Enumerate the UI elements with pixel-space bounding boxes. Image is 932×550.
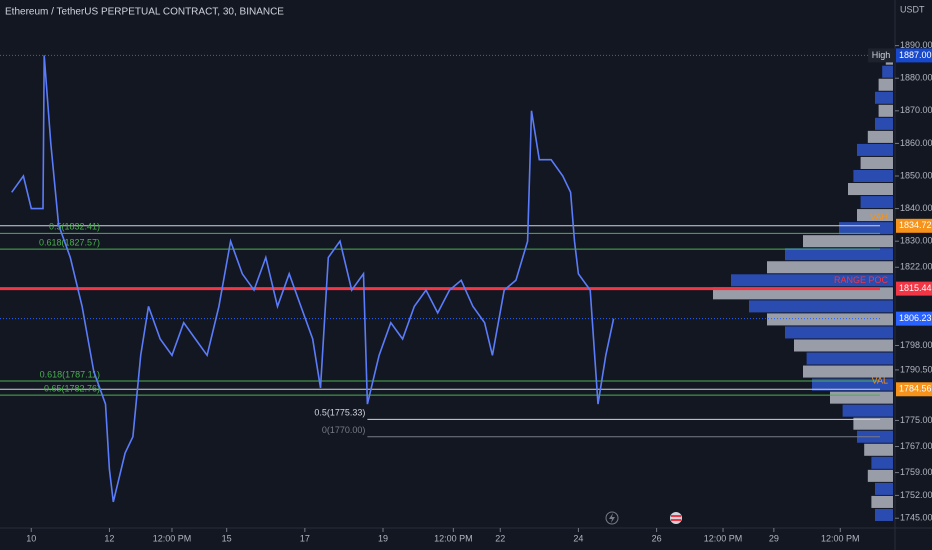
currency: USDT	[900, 4, 925, 14]
x-tick-label: 22	[495, 533, 505, 543]
price-tag-label: 1815.44	[899, 283, 932, 293]
y-tick-label: 1880.00	[900, 73, 932, 83]
profile-bar	[871, 456, 893, 469]
y-tick-label: 1745.00	[900, 513, 932, 523]
y-tick-label: 1767.00	[900, 441, 932, 451]
profile-bar	[871, 495, 893, 508]
profile-bar	[853, 169, 893, 183]
fib-label: 0.65(1782.76)	[44, 384, 100, 394]
tag-name: VAL	[872, 376, 888, 386]
profile-bar	[875, 117, 893, 130]
profile-bar	[767, 313, 893, 326]
profile-bar	[875, 508, 893, 521]
fib-label: 0.5(1832.41)	[49, 222, 100, 232]
price-tag-label: 1887.00	[899, 50, 932, 60]
x-tick-label: 10	[26, 533, 36, 543]
tag-name: High	[872, 50, 891, 60]
tag-name: VAH	[870, 212, 888, 222]
fib-label: 0.5(1775.33)	[314, 408, 365, 418]
profile-bar	[853, 417, 893, 430]
profile-bar	[713, 287, 893, 300]
y-tick-label: 1840.00	[900, 203, 932, 213]
profile-bar	[875, 91, 893, 104]
y-tick-label: 1759.00	[900, 467, 932, 477]
y-tick-label: 1790.50	[900, 364, 932, 374]
symbol-title: Ethereum / TetherUS PERPETUAL CONTRACT, …	[5, 7, 284, 18]
profile-bar	[785, 248, 893, 261]
x-tick-label: 29	[769, 533, 779, 543]
y-tick-label: 1798.00	[900, 340, 932, 350]
profile-bar	[812, 378, 893, 391]
x-tick-label: 12:00 PM	[704, 533, 743, 543]
profile-bar	[806, 352, 893, 365]
y-tick-label: 1860.00	[900, 138, 932, 148]
profile-bar	[830, 391, 893, 404]
profile-bar	[867, 469, 893, 482]
tag-name: RANGE POC	[834, 275, 889, 285]
price-tag	[896, 218, 932, 233]
profile-bar	[842, 404, 893, 417]
event-icon[interactable]	[605, 511, 619, 525]
profile-bar	[882, 65, 893, 78]
profile-bar	[749, 300, 893, 313]
y-tick-label: 1870.00	[900, 105, 932, 115]
price-line	[11, 55, 615, 503]
fib-label: 0.618(1827.57)	[39, 237, 100, 247]
y-tick-label: 1830.00	[900, 236, 932, 246]
profile-bar	[867, 130, 893, 143]
y-tick-label: 1752.00	[900, 490, 932, 500]
profile-bar	[878, 104, 893, 117]
profile-bar	[860, 196, 893, 209]
y-tick-label: 1775.00	[900, 415, 932, 425]
profile-bar	[860, 156, 893, 169]
price-tag	[896, 48, 932, 63]
price-tag-label: 1834.72	[899, 220, 932, 230]
profile-bar	[785, 326, 893, 339]
x-tick-label: 12	[104, 533, 114, 543]
fib-label: 0.618(1787.11)	[40, 369, 100, 379]
x-tick-label: 12:00 PM	[434, 533, 473, 543]
y-tick-label: 1850.00	[900, 170, 932, 180]
y-tick-label: 1822.00	[900, 262, 932, 272]
profile-bar	[803, 365, 893, 378]
x-tick-label: 24	[573, 533, 583, 543]
profile-bar	[839, 222, 893, 235]
price-tag-label: 1806.23	[899, 313, 932, 323]
tag-name-box	[868, 48, 894, 63]
x-tick-label: 17	[300, 533, 310, 543]
profile-bar	[857, 143, 893, 156]
profile-bar	[875, 482, 893, 495]
x-tick-label: 15	[222, 533, 232, 543]
axes: 1890.00 1880.00 1870.00 1860.00 1850.00 1840.…	[26, 40, 932, 543]
profile-bar	[864, 443, 893, 456]
x-tick-label: 12:00 PM	[821, 533, 860, 543]
price-tag-label: 1784.56	[899, 384, 932, 394]
price-axis	[895, 0, 932, 550]
y-tick-label: 1890.00	[900, 40, 932, 50]
profile-bar	[848, 183, 893, 196]
x-tick-label: 19	[378, 533, 388, 543]
price-tag	[896, 281, 932, 296]
profile-bar	[878, 78, 893, 91]
profile-bar	[794, 339, 893, 352]
profile-bar	[803, 235, 893, 248]
profile-bar	[731, 274, 893, 287]
flag-icon[interactable]	[670, 512, 682, 524]
profile-bar	[857, 209, 893, 222]
profile-bar	[767, 261, 893, 274]
fib-label: 0(1770.00)	[322, 425, 366, 435]
x-tick-label: 26	[652, 533, 662, 543]
price-tag	[896, 382, 932, 397]
price-tag	[896, 311, 932, 326]
x-tick-label: 12:00 PM	[153, 533, 192, 543]
time-axis	[0, 528, 932, 550]
